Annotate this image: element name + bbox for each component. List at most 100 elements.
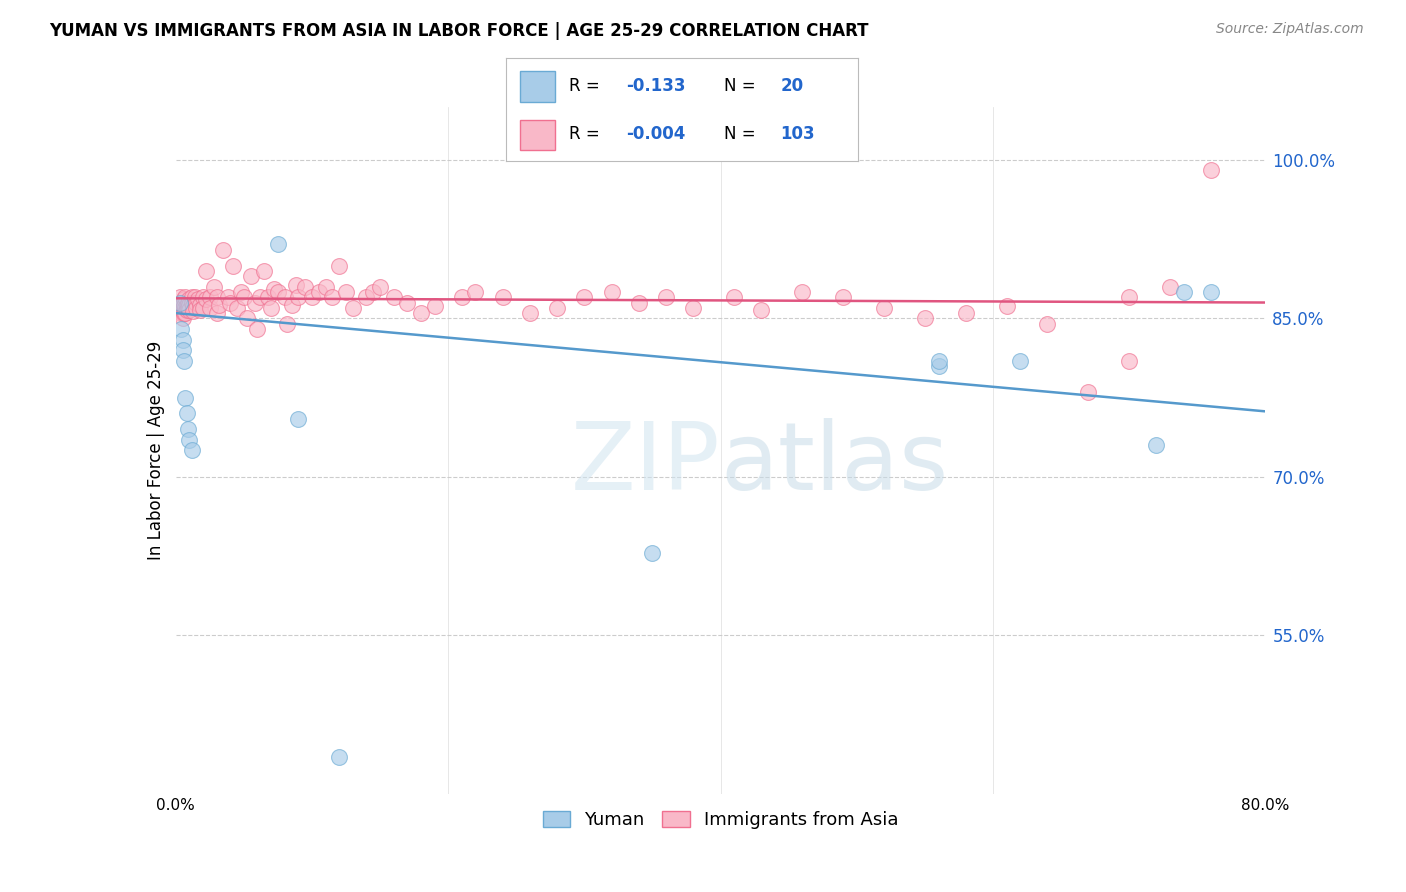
Point [574,290,596,304]
Point [169,301,191,315]
Point [183,299,205,313]
Point [246,322,269,336]
Point [198,301,221,315]
Point [396,295,419,310]
Point [191,301,214,315]
Text: atlas: atlas [721,418,949,510]
Point [655,290,678,304]
Text: 103: 103 [780,125,815,143]
Point [284,277,307,292]
Point [276,317,298,331]
Point [186,295,208,310]
Point [1010,353,1032,368]
Point [914,311,936,326]
Point [212,243,235,257]
Point [170,306,193,320]
Point [173,353,195,368]
Point [222,259,245,273]
Point [423,299,446,313]
Point [184,290,207,304]
Point [792,285,814,299]
Text: -0.004: -0.004 [626,125,685,143]
Point [368,279,391,293]
Point [177,301,200,315]
Point [226,301,249,315]
Point [409,306,432,320]
Point [274,290,297,304]
Point [356,290,378,304]
Point [995,299,1018,313]
Point [181,295,204,310]
Point [202,279,225,293]
Point [928,359,950,373]
Point [198,290,221,304]
Point [179,433,201,447]
Point [176,407,198,421]
Point [1118,353,1140,368]
Point [1159,279,1181,293]
Point [723,290,745,304]
Point [267,285,290,299]
Point [172,306,194,320]
Point [294,279,316,293]
Point [179,293,201,307]
Point [173,306,195,320]
Point [873,301,896,315]
Point [249,290,271,304]
Point [169,295,191,310]
Point [183,304,205,318]
Point [955,306,977,320]
Point [315,279,337,293]
Point [257,290,280,304]
Point [267,237,290,252]
Point [1173,285,1195,299]
Point [1118,290,1140,304]
Point [280,298,302,312]
Point [682,301,704,315]
FancyBboxPatch shape [520,120,555,150]
Point [287,290,309,304]
Point [328,259,350,273]
Point [170,322,193,336]
Point [239,269,262,284]
Point [173,293,195,307]
Point [1199,163,1222,178]
Point [174,306,197,320]
Text: N =: N = [724,125,755,143]
Point [263,282,285,296]
FancyBboxPatch shape [520,71,555,102]
Point [181,443,204,458]
Point [342,301,364,315]
Point [194,264,217,278]
Text: -0.133: -0.133 [626,77,685,95]
Text: R =: R = [569,125,600,143]
Point [600,285,623,299]
Point [186,301,208,315]
Point [191,290,214,304]
Point [176,299,198,313]
Point [253,264,276,278]
Point [450,290,472,304]
Point [751,302,773,317]
Point [174,301,197,315]
Point [243,295,266,310]
Point [179,298,201,312]
Point [172,301,194,315]
Point [177,422,200,436]
Point [188,302,211,317]
Point [186,293,209,307]
Point [172,311,194,326]
Point [1036,317,1059,331]
Point [287,411,309,425]
Point [464,285,486,299]
Y-axis label: In Labor Force | Age 25-29: In Labor Force | Age 25-29 [146,341,165,560]
Point [832,290,855,304]
Point [172,295,194,310]
Point [301,290,323,304]
Point [205,290,228,304]
Point [627,295,650,310]
Point [179,302,201,317]
Point [928,353,950,368]
Point [219,295,242,310]
Point [382,290,405,304]
